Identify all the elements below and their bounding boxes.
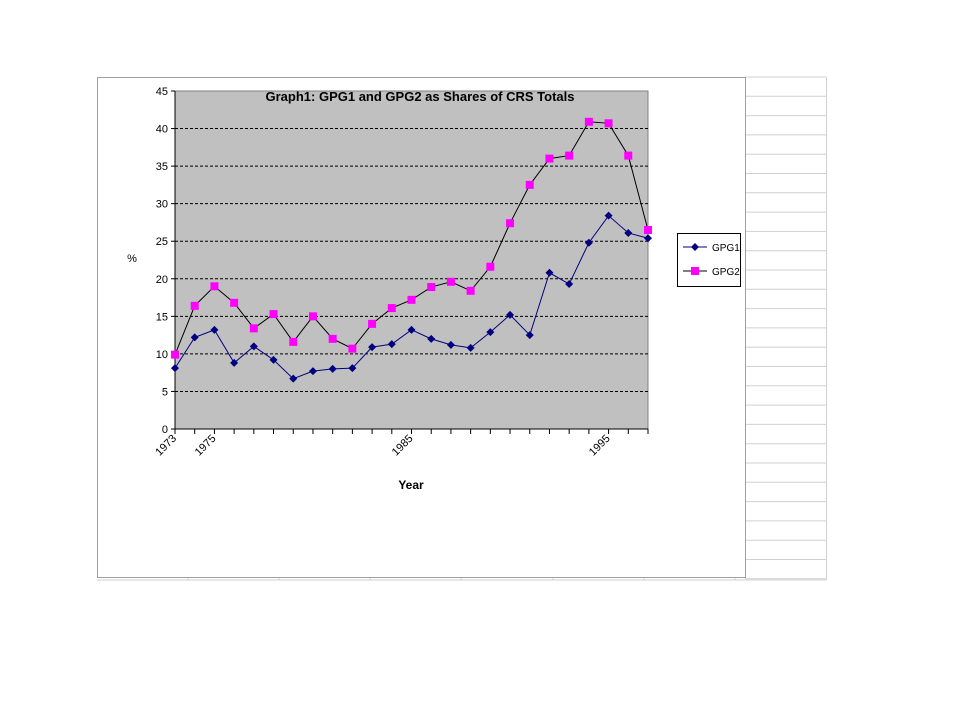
- data-point: [691, 243, 699, 251]
- data-point: [269, 355, 278, 364]
- data-point: [644, 234, 652, 243]
- data-point: [407, 325, 416, 334]
- data-point: [289, 337, 298, 346]
- data-point: [249, 342, 258, 351]
- sheet-grid: [97, 76, 827, 581]
- data-point: [269, 310, 278, 319]
- data-point: [565, 151, 574, 160]
- data-point: [446, 277, 455, 286]
- y-tick-label: 10: [156, 349, 168, 361]
- x-axis-label: Year: [398, 478, 424, 492]
- y-tick-label: 0: [162, 424, 168, 436]
- data-point: [348, 364, 357, 373]
- data-point: [446, 340, 455, 349]
- data-point: [210, 325, 219, 334]
- y-tick-label: 5: [162, 386, 168, 398]
- data-point: [691, 267, 699, 275]
- data-point: [249, 324, 258, 333]
- data-point: [289, 374, 298, 383]
- legend-label: GPG2: [712, 267, 740, 278]
- data-point: [230, 358, 239, 367]
- data-point: [466, 286, 475, 295]
- data-point: [525, 180, 534, 189]
- data-point: [171, 350, 179, 359]
- data-point: [427, 283, 436, 292]
- data-point: [486, 262, 495, 271]
- data-point: [190, 301, 199, 310]
- data-point: [210, 282, 219, 291]
- data-point: [230, 298, 239, 307]
- data-point: [624, 228, 633, 237]
- data-point: [545, 268, 554, 277]
- data-point: [387, 340, 396, 349]
- data-point: [348, 344, 357, 353]
- data-point: [644, 225, 652, 234]
- legend-label: GPG1: [712, 243, 740, 254]
- y-tick-label: 45: [156, 86, 168, 98]
- chart-title: Graph1: GPG1 and GPG2 as Shares of CRS T…: [266, 89, 575, 104]
- data-point: [328, 334, 337, 343]
- data-point: [171, 364, 179, 373]
- data-point: [387, 304, 396, 313]
- y-tick-label: 30: [156, 199, 168, 211]
- data-point: [368, 319, 377, 328]
- data-point: [584, 117, 593, 126]
- y-tick-label: 20: [156, 274, 168, 286]
- data-point: [624, 151, 633, 160]
- y-tick-label: 15: [156, 311, 168, 323]
- data-point: [427, 334, 436, 343]
- data-point: [506, 310, 515, 319]
- data-point: [368, 343, 377, 352]
- y-tick-label: 40: [156, 124, 168, 136]
- data-point: [308, 312, 317, 321]
- data-point: [486, 328, 495, 337]
- plot-area: [174, 90, 649, 430]
- data-point: [604, 119, 613, 128]
- y-tick-label: 25: [156, 236, 168, 248]
- data-point: [604, 211, 613, 220]
- data-point: [584, 238, 593, 247]
- data-point: [190, 333, 199, 342]
- data-point: [545, 154, 554, 163]
- y-tick-label: 35: [156, 161, 168, 173]
- legend-box: [677, 233, 741, 287]
- data-point: [506, 219, 515, 228]
- data-point: [407, 295, 416, 304]
- data-point: [466, 343, 475, 352]
- data-point: [308, 367, 317, 376]
- data-point: [565, 280, 574, 289]
- y-axis-label: %: [127, 253, 137, 265]
- data-point: [525, 331, 534, 340]
- data-point: [328, 364, 337, 373]
